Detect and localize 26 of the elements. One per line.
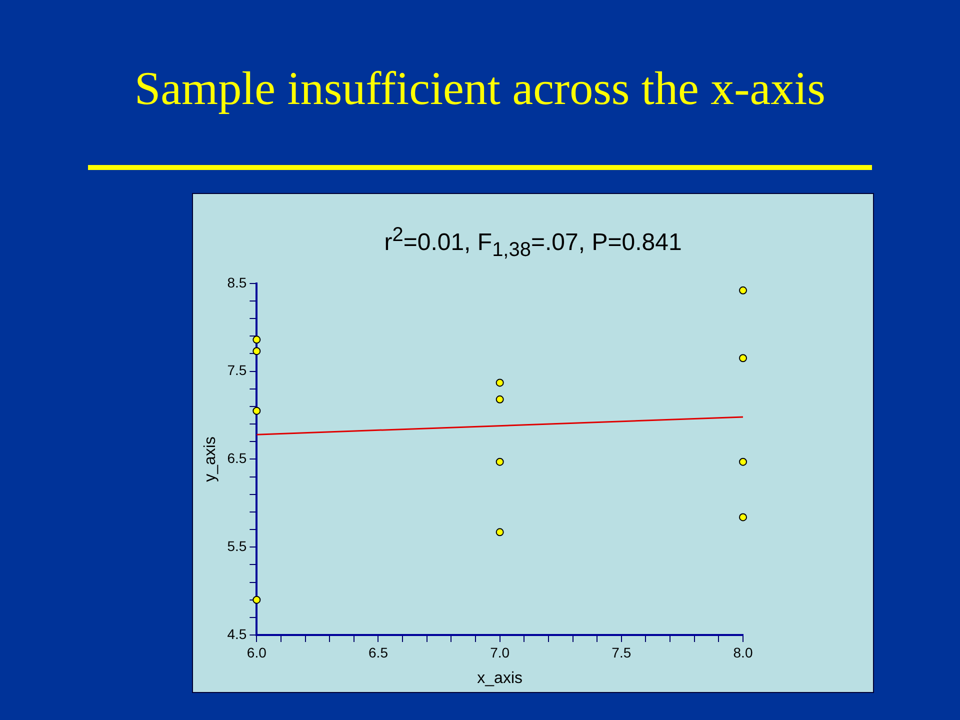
chart-title: Sample insufficient across the x-axis — [134, 62, 826, 116]
y-tick-label: 7.5 — [227, 362, 247, 378]
x-axis-title: x_axis — [477, 670, 523, 687]
point — [252, 406, 261, 415]
point — [252, 336, 261, 344]
y-axis-title: y_axis — [202, 436, 220, 482]
point — [739, 286, 747, 294]
y-tick-label: 6.5 — [227, 450, 247, 466]
point — [739, 458, 747, 466]
point — [739, 513, 747, 522]
x-tick-label: 6.0 — [246, 644, 267, 660]
point — [739, 354, 747, 362]
point — [252, 596, 261, 604]
y-tick-label: 8.5 — [227, 274, 247, 290]
x-tick-label: 7.0 — [490, 644, 510, 660]
y-tick-label: 5.5 — [227, 538, 247, 554]
x-tick-label: 8.0 — [733, 644, 753, 660]
point — [496, 395, 504, 404]
point — [496, 528, 504, 536]
chart-subtitle: r$^{2}$=0.01, F$_{1,38}$=.07, P=0.841 — [383, 224, 683, 262]
x-tick-label: 6.5 — [368, 644, 388, 660]
point — [496, 378, 504, 387]
point — [252, 347, 261, 356]
point — [496, 458, 504, 466]
y-tick-label: 4.5 — [227, 626, 247, 642]
x-tick-label: 7.5 — [612, 644, 632, 660]
